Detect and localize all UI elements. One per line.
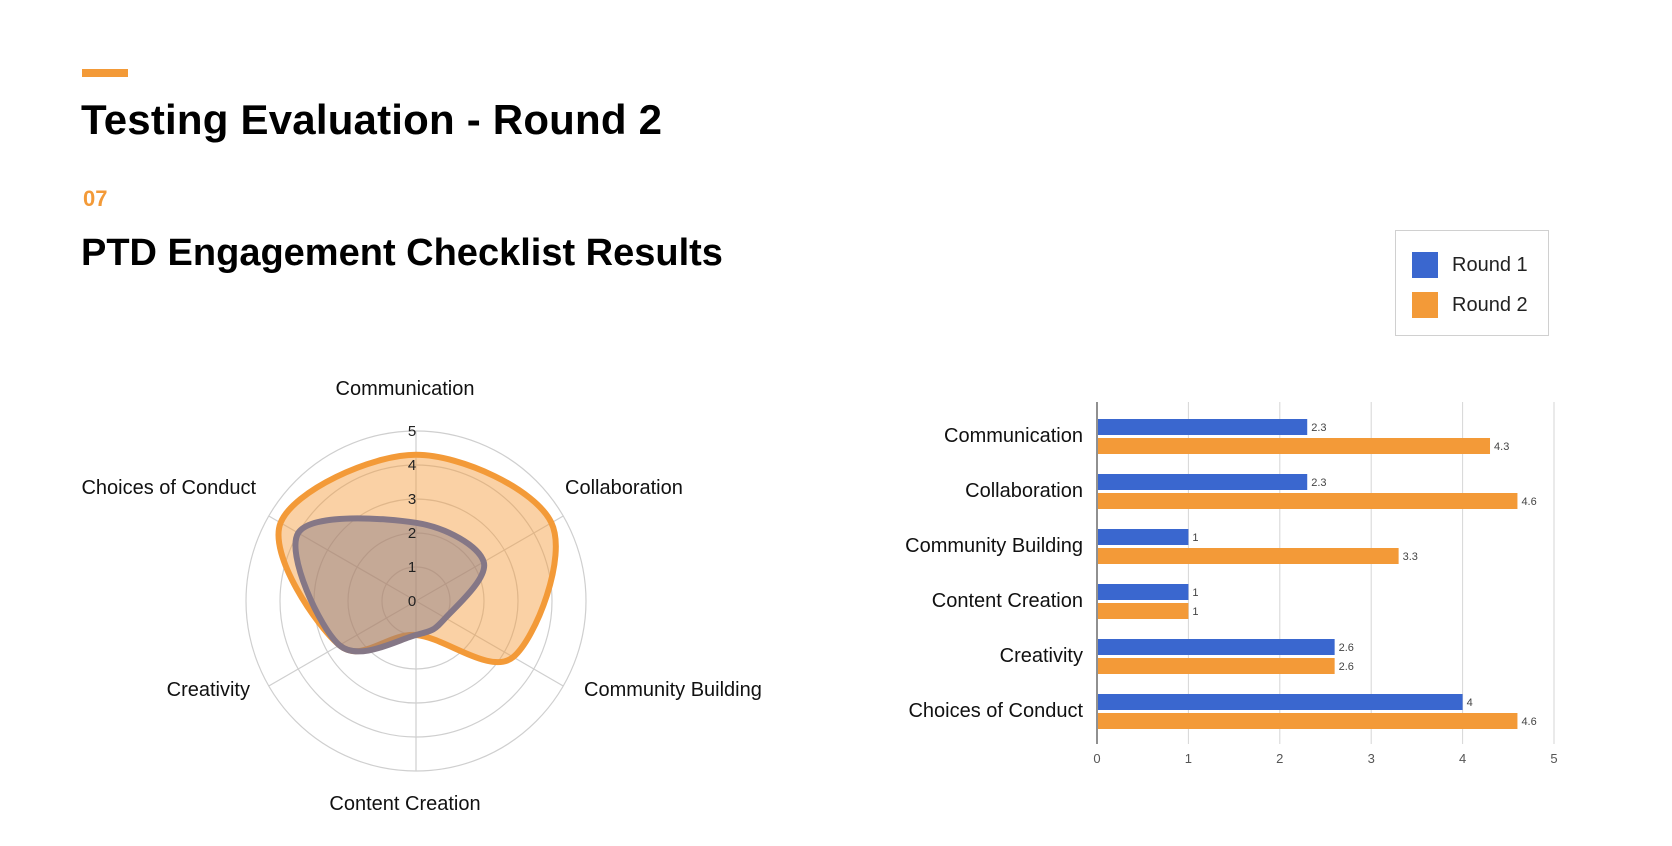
- bar-value-label: 2.6: [1339, 661, 1354, 673]
- bar-round-2: [1098, 713, 1518, 729]
- x-axis-tick-label: 1: [1185, 751, 1192, 766]
- radar-category-label: Choices of Conduct: [81, 477, 256, 499]
- radar-spoke: [268, 600, 417, 687]
- bar-round-1: [1098, 694, 1463, 710]
- bar-value-label: 2.3: [1311, 477, 1326, 489]
- y-axis-category-label: Choices of Conduct: [908, 700, 1083, 722]
- radar-spoke: [268, 515, 417, 602]
- accent-bar: [82, 69, 128, 77]
- radar-tick-label: 5: [408, 423, 416, 440]
- section-title: PTD Engagement Checklist Results: [81, 232, 723, 274]
- radar-chart: 0 1 2 3 4 5 Communication Collaboration Communit…: [81, 378, 762, 815]
- legend-label: Round 2: [1452, 293, 1528, 316]
- bar-value-label: 4.3: [1494, 441, 1509, 453]
- bar-value-label: 1: [1192, 532, 1198, 544]
- radar-tick-label: 2: [408, 525, 416, 542]
- bar-value-label: 3.3: [1403, 551, 1418, 563]
- bar-value-label: 4: [1467, 697, 1473, 709]
- radar-tick-label: 0: [408, 593, 416, 610]
- legend-label: Round 1: [1452, 253, 1528, 276]
- radar-tick-label: 1: [408, 559, 416, 576]
- radar-spoke: [415, 600, 564, 687]
- radar-series-round-1: [292, 515, 488, 655]
- bar-round-2: [1098, 493, 1518, 509]
- legend-item-round-2: Round 2: [1412, 292, 1528, 318]
- bar-round-2: [1098, 438, 1491, 454]
- bar-round-1: [1098, 639, 1335, 655]
- radar-tick-label: 3: [408, 491, 416, 508]
- bar-value-label: 1: [1192, 606, 1198, 618]
- radar-category-label: Communication: [336, 378, 475, 400]
- slide-title: Testing Evaluation - Round 2: [81, 96, 663, 143]
- radar-category-label: Collaboration: [565, 477, 683, 499]
- y-axis-category-label: Community Building: [905, 535, 1083, 557]
- bar-round-1: [1098, 474, 1308, 490]
- x-axis-tick-label: 5: [1550, 751, 1557, 766]
- radar-category-label: Creativity: [167, 679, 250, 701]
- bar-round-1: [1098, 419, 1308, 435]
- radar-spoke: [415, 515, 564, 602]
- bar-round-1: [1098, 529, 1189, 545]
- section-number: 07: [83, 186, 108, 211]
- legend-swatch-round-1: [1412, 252, 1438, 278]
- y-axis-category-label: Creativity: [1000, 645, 1083, 667]
- bar-round-1: [1098, 584, 1189, 600]
- bar-round-2: [1098, 548, 1399, 564]
- bar-value-label: 4.6: [1521, 716, 1536, 728]
- y-axis-category-label: Collaboration: [965, 480, 1083, 502]
- bar-value-label: 2.6: [1339, 642, 1354, 654]
- radar-tick-label: 4: [408, 457, 416, 474]
- x-axis-tick-label: 4: [1459, 751, 1466, 766]
- x-axis-tick-label: 0: [1093, 751, 1100, 766]
- chart-legend: Round 1 Round 2: [1395, 230, 1549, 336]
- x-axis-tick-label: 3: [1368, 751, 1375, 766]
- y-axis-category-label: Content Creation: [932, 590, 1083, 612]
- y-axis-category-label: Communication: [944, 425, 1083, 447]
- bar-value-label: 4.6: [1521, 496, 1536, 508]
- bar-round-2: [1098, 603, 1189, 619]
- bar-value-label: 1: [1192, 587, 1198, 599]
- radar-category-label: Content Creation: [329, 793, 480, 815]
- bar-value-label: 2.3: [1311, 422, 1326, 434]
- x-axis-tick-label: 2: [1276, 751, 1283, 766]
- legend-swatch-round-2: [1412, 292, 1438, 318]
- radar-category-label: Community Building: [584, 679, 762, 701]
- legend-item-round-1: Round 1: [1412, 252, 1528, 278]
- bar-round-2: [1098, 658, 1335, 674]
